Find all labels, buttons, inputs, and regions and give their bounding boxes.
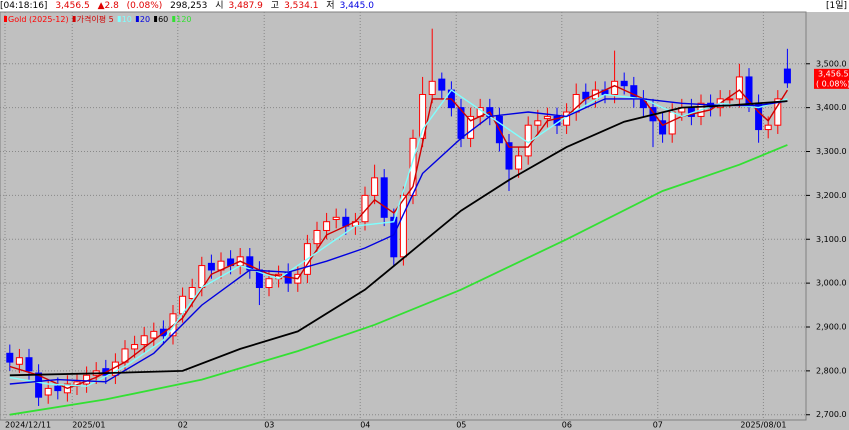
- ma-line: [9, 84, 788, 390]
- y-tick-label: 3,000.0: [816, 279, 847, 288]
- candle-body: [380, 177, 388, 218]
- candle-body: [371, 177, 379, 196]
- candle-body: [390, 216, 398, 258]
- legend-label: 60: [158, 15, 168, 24]
- legend-swatch: [4, 16, 7, 22]
- x-tick-label: 05: [456, 421, 466, 430]
- legend-label: 10: [122, 15, 132, 24]
- legend-swatch: [172, 16, 176, 22]
- x-tick-label: 2025/08/01: [740, 421, 786, 430]
- candle-body: [150, 330, 158, 339]
- quote-header: [04:18:16] 3,456.5 ▲2.8 (0.08%) 298,253 …: [0, 0, 849, 12]
- candle-body: [44, 387, 52, 396]
- candle-body: [323, 221, 331, 231]
- candle-body: [188, 287, 196, 299]
- candle-body: [428, 80, 436, 95]
- open-label: 시: [215, 1, 224, 11]
- y-tick-label: 3,200.0: [816, 191, 847, 200]
- candle-body: [438, 78, 446, 91]
- ma-line: [9, 144, 788, 416]
- x-tick-label: 2025/01: [72, 421, 105, 430]
- legend-label: 가격이평 5: [77, 14, 114, 24]
- legend-label: Gold (2025-12): [8, 15, 69, 24]
- ma-line: [9, 100, 788, 377]
- candle-body: [332, 216, 340, 221]
- ma-line: [9, 89, 788, 387]
- high: 3,534.1: [284, 1, 319, 11]
- candle-body: [668, 111, 676, 135]
- candle-body: [131, 344, 139, 350]
- candle-body: [6, 352, 14, 363]
- period[interactable]: [1일]: [825, 1, 847, 11]
- candle-body: [611, 80, 619, 95]
- low: 3,445.0: [339, 1, 374, 11]
- candle-body: [399, 194, 407, 258]
- candle-body: [313, 229, 321, 245]
- high-label: 고: [270, 1, 280, 11]
- candle-body: [774, 98, 782, 126]
- candle-body: [419, 93, 427, 139]
- y-tick-label: 3,100.0: [816, 235, 847, 244]
- x-tick-label: 07: [653, 421, 663, 430]
- ma-line: [9, 98, 788, 385]
- candle-body: [265, 278, 273, 289]
- legend-label: 20: [140, 15, 150, 24]
- x-tick-label: 2024/12/11: [5, 421, 51, 430]
- y-tick-label: 3,500.0: [816, 59, 847, 68]
- candle-body: [25, 357, 33, 372]
- candle-body: [198, 265, 206, 289]
- x-tick-label: 06: [562, 421, 572, 430]
- legend-label: 120: [176, 15, 191, 24]
- y-tick-label: 2,900.0: [816, 322, 847, 331]
- candle-body: [620, 80, 628, 87]
- legend-swatch: [154, 16, 158, 22]
- x-tick-label: 04: [360, 421, 370, 430]
- price-tag-label: 3,456.5: [818, 69, 849, 78]
- candle-body: [735, 76, 743, 100]
- low-label: 저: [326, 1, 335, 11]
- open: 3,487.9: [228, 1, 263, 11]
- price: 3,456.5: [55, 1, 90, 11]
- candle-body: [515, 155, 523, 170]
- candle-body: [140, 335, 148, 346]
- candle-body: [54, 385, 62, 392]
- legend-swatch: [72, 16, 76, 22]
- price-tag-change: ( 0.08%): [816, 79, 849, 88]
- change: ▲2.8: [97, 1, 119, 11]
- candle-body: [505, 142, 513, 170]
- candle-body: [783, 68, 791, 84]
- x-tick-label: 03: [264, 421, 274, 430]
- x-tick-label: 02: [178, 421, 188, 430]
- legend-swatch: [135, 16, 139, 22]
- y-tick-label: 2,700.0: [816, 410, 847, 419]
- time: [04:18:16]: [0, 1, 48, 11]
- price-tag: [814, 68, 849, 89]
- candle-body: [534, 120, 542, 126]
- legend-swatch: [117, 16, 121, 22]
- y-tick-label: 2,800.0: [816, 366, 847, 375]
- candle-body: [207, 262, 215, 271]
- candle-body: [764, 124, 772, 131]
- candle-body: [543, 115, 551, 120]
- candle-body: [35, 372, 43, 398]
- y-tick-label: 3,400.0: [816, 103, 847, 112]
- candle-body: [361, 194, 369, 223]
- volume: 298,253: [170, 1, 208, 11]
- y-tick-label: 3,300.0: [816, 147, 847, 156]
- candle-body: [659, 120, 667, 135]
- candle-body: [15, 357, 23, 365]
- change-pct: (0.08%): [126, 1, 163, 11]
- candle-body: [726, 98, 734, 101]
- candle-body: [467, 115, 475, 139]
